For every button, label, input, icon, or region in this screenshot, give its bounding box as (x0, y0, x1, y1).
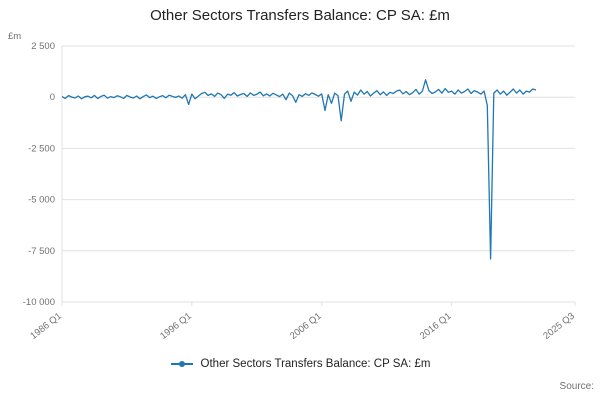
chart-title: Other Sectors Transfers Balance: CP SA: … (150, 7, 450, 24)
y-axis-unit-label: £m (8, 31, 22, 42)
legend-line-icon (170, 359, 194, 369)
y-tick-label: 2 500 (31, 41, 55, 52)
y-tick-label: -5 000 (28, 195, 55, 206)
y-tick-label: -10 000 (23, 297, 55, 308)
chart-canvas: 2 500 0 -2 500 -5 000 -7 500 -10 000 1986 Q1 19… (23, 41, 577, 342)
x-tick-label: 2025 Q3 (541, 311, 576, 342)
legend: Other Sectors Transfers Balance: CP SA: … (0, 358, 600, 370)
data-line-series (61, 79, 537, 260)
x-tick-label: 1996 Q1 (158, 311, 193, 342)
legend-label: Other Sectors Transfers Balance: CP SA: … (200, 358, 431, 370)
y-tick-label: -7 500 (28, 246, 55, 257)
x-tick-label: 2016 Q1 (418, 311, 453, 342)
y-tick-label: 0 (50, 92, 55, 103)
y-tick-label: -2 500 (28, 143, 55, 154)
x-tick-label: 2006 Q1 (288, 311, 323, 342)
source-label: Source: (559, 381, 594, 392)
x-tick-label: 1986 Q1 (28, 311, 63, 342)
